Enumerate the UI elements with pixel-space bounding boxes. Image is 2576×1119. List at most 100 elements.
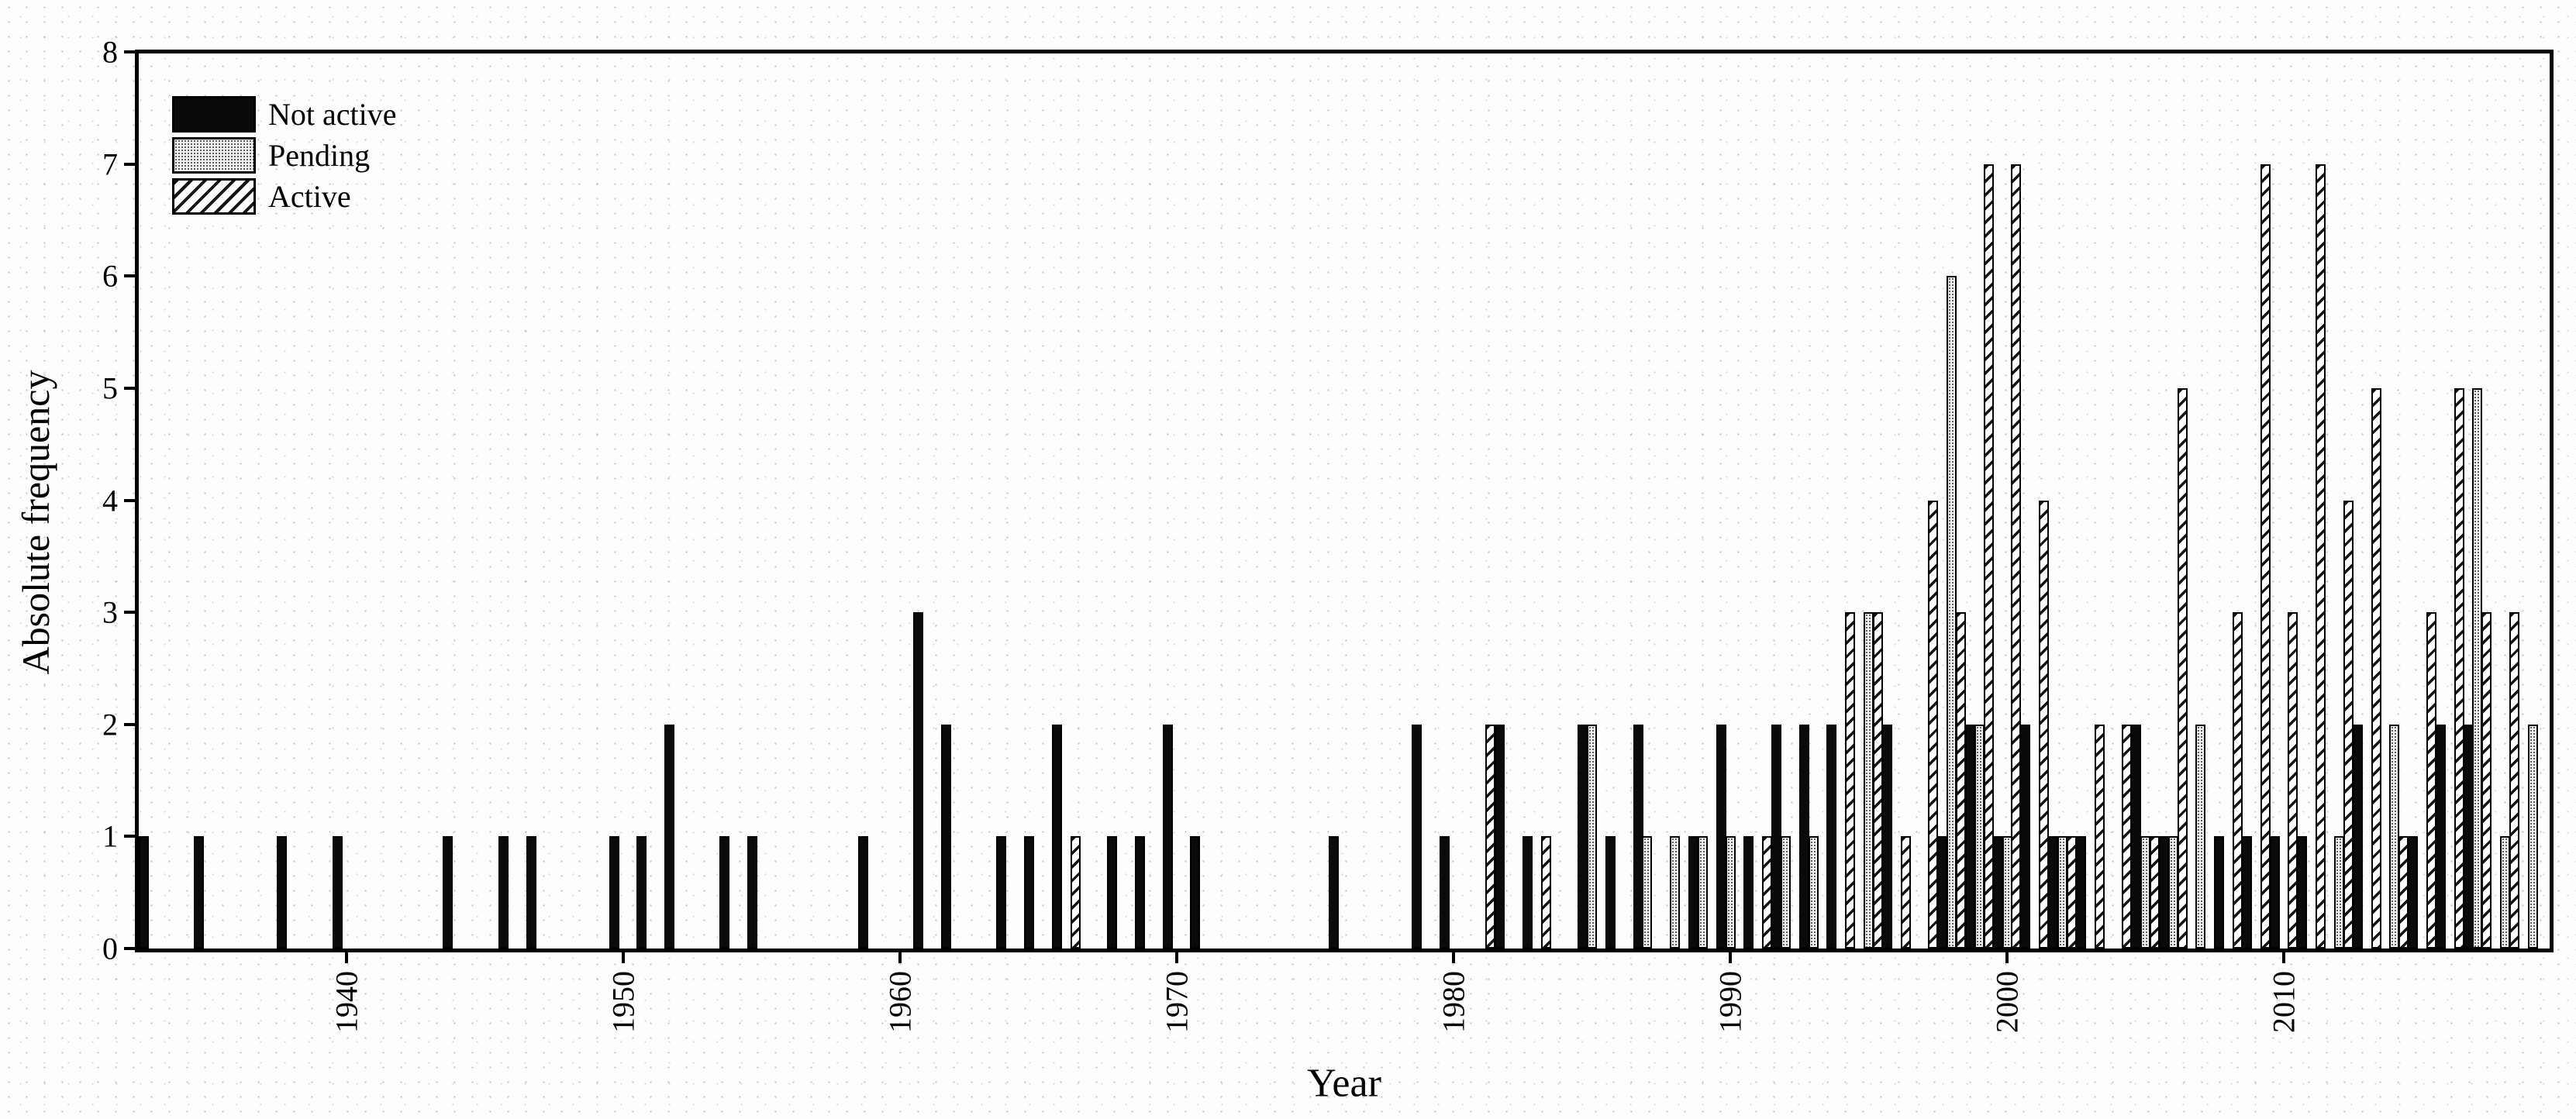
y-tick-label: 8 bbox=[102, 34, 118, 70]
bar-active-2001 bbox=[2039, 500, 2050, 949]
legend-row-pending: Pending bbox=[172, 137, 397, 174]
y-tick-label: 6 bbox=[102, 258, 118, 294]
y-tick bbox=[124, 162, 135, 166]
bar-not-active-1950 bbox=[609, 836, 619, 949]
bar-active-2005 bbox=[2149, 836, 2160, 949]
bar-not-active-1980 bbox=[1439, 836, 1450, 949]
y-tick-label: 3 bbox=[102, 594, 118, 630]
y-tick-label: 2 bbox=[102, 707, 118, 742]
bar-not-active-1982 bbox=[1495, 724, 1505, 949]
bar-active-1994 bbox=[1845, 612, 1856, 949]
x-tick-label: 1950 bbox=[605, 971, 641, 1033]
legend: Not active Pending Active bbox=[172, 96, 397, 219]
bar-pending-1985 bbox=[1587, 724, 1597, 949]
bar-not-active-1965 bbox=[1024, 836, 1035, 949]
bar-pending-2019 bbox=[2527, 724, 2538, 949]
bar-not-active-1951 bbox=[636, 836, 647, 949]
bar-not-active-1938 bbox=[277, 836, 288, 949]
legend-label-active: Active bbox=[268, 179, 351, 214]
bar-pending-1989 bbox=[1697, 836, 1708, 949]
x-tick bbox=[898, 952, 902, 963]
bar-not-active-1954 bbox=[719, 836, 730, 949]
bar-not-active-1935 bbox=[194, 836, 205, 949]
bar-active-2003 bbox=[2094, 724, 2105, 949]
bar-not-active-1979 bbox=[1411, 724, 1422, 949]
bar-pending-2007 bbox=[2195, 724, 2206, 949]
bar-active-2018 bbox=[2509, 612, 2519, 949]
plot-frame bbox=[135, 50, 2554, 952]
bar-active-1998 bbox=[1956, 612, 1966, 949]
bar-not-active-1991 bbox=[1743, 836, 1754, 949]
legend-swatch-solid-icon bbox=[172, 96, 256, 133]
y-tick bbox=[124, 274, 135, 278]
x-tick bbox=[622, 952, 625, 963]
y-tick bbox=[124, 498, 135, 502]
bar-active-2002 bbox=[2066, 836, 2077, 949]
bar-active-2004 bbox=[2122, 724, 2133, 949]
bar-active-2015 bbox=[2426, 612, 2436, 949]
x-tick bbox=[2282, 952, 2285, 963]
bar-active-2014 bbox=[2398, 836, 2409, 949]
bar-pending-1987 bbox=[1642, 836, 1653, 949]
bar-not-active-1969 bbox=[1134, 836, 1145, 949]
bar-not-active-1976 bbox=[1328, 836, 1339, 949]
y-tick-label: 7 bbox=[102, 146, 118, 182]
bar-active-2012 bbox=[2343, 500, 2354, 949]
bar-active-2010 bbox=[2288, 612, 2298, 949]
x-tick-label: 2010 bbox=[2266, 971, 2302, 1033]
x-tick-label: 1960 bbox=[882, 971, 918, 1033]
bar-active-1997 bbox=[1928, 500, 1939, 949]
bar-not-active-1933 bbox=[138, 836, 149, 949]
x-tick bbox=[1729, 952, 1732, 963]
bar-active-2008 bbox=[2233, 612, 2243, 949]
y-tick bbox=[124, 835, 135, 838]
x-tick-label: 1970 bbox=[1159, 971, 1195, 1033]
legend-label-not-active: Not active bbox=[268, 97, 397, 132]
bar-active-2013 bbox=[2371, 388, 2381, 949]
legend-row-not-active: Not active bbox=[172, 96, 397, 133]
x-tick bbox=[1175, 952, 1178, 963]
bar-active-1995 bbox=[1872, 612, 1883, 949]
y-tick-label: 0 bbox=[102, 931, 118, 966]
bar-not-active-1959 bbox=[857, 836, 868, 949]
x-tick bbox=[2005, 952, 2009, 963]
bar-not-active-2009 bbox=[2241, 836, 2252, 949]
y-tick-label: 4 bbox=[102, 483, 118, 518]
bar-not-active-1944 bbox=[443, 836, 453, 949]
bar-not-active-1955 bbox=[747, 836, 758, 949]
x-tick bbox=[345, 952, 348, 963]
bar-pending-1992 bbox=[1780, 836, 1791, 949]
bar-active-2006 bbox=[2177, 388, 2188, 949]
y-tick bbox=[124, 387, 135, 390]
y-tick bbox=[124, 50, 135, 54]
bar-active-2016 bbox=[2454, 388, 2464, 949]
bar-active-1966 bbox=[1070, 836, 1081, 949]
bar-not-active-1964 bbox=[996, 836, 1007, 949]
legend-swatch-hatch-icon bbox=[172, 178, 256, 215]
bar-not-active-2001 bbox=[2020, 724, 2031, 949]
bar-not-active-1962 bbox=[941, 724, 951, 949]
legend-swatch-dots-icon bbox=[172, 137, 256, 174]
bar-not-active-1968 bbox=[1107, 836, 1118, 949]
y-tick-label: 1 bbox=[102, 818, 118, 854]
x-tick-label: 1940 bbox=[329, 971, 364, 1033]
y-tick bbox=[124, 611, 135, 615]
bar-not-active-1961 bbox=[913, 612, 924, 949]
bar-active-1981 bbox=[1485, 724, 1496, 949]
y-tick bbox=[124, 722, 135, 726]
bar-active-1983 bbox=[1540, 836, 1551, 949]
bar-not-active-1940 bbox=[332, 836, 343, 949]
y-tick-label: 5 bbox=[102, 370, 118, 406]
bar-not-active-2003 bbox=[2075, 836, 2086, 949]
bar-pending-1993 bbox=[1808, 836, 1819, 949]
bar-pending-1988 bbox=[1670, 836, 1681, 949]
bar-not-active-1986 bbox=[1605, 836, 1616, 949]
bar-not-active-1994 bbox=[1826, 724, 1837, 949]
legend-row-active: Active bbox=[172, 178, 397, 215]
bar-not-active-1952 bbox=[664, 724, 674, 949]
bar-not-active-2008 bbox=[2214, 836, 2225, 949]
bar-not-active-1983 bbox=[1522, 836, 1533, 949]
bar-not-active-1966 bbox=[1051, 724, 1062, 949]
legend-label-pending: Pending bbox=[268, 138, 371, 173]
bar-pending-1990 bbox=[1725, 836, 1736, 949]
